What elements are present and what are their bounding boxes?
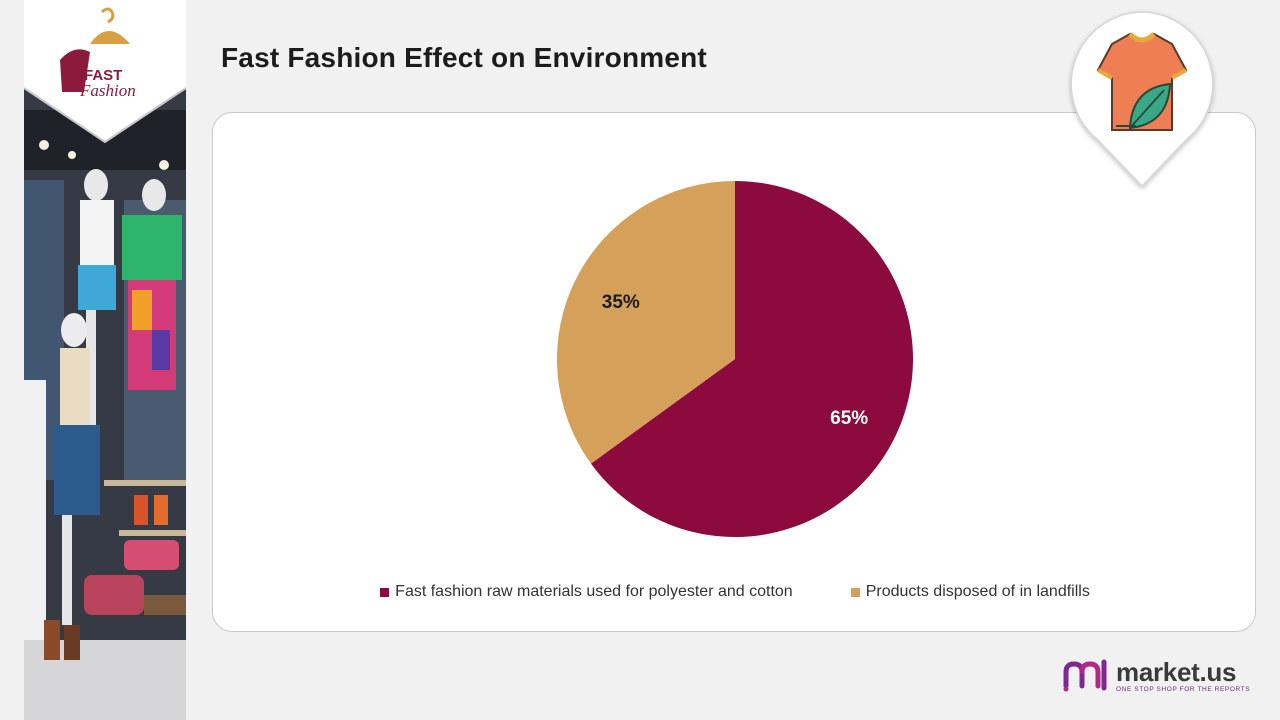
market-us-logo-icon <box>1063 659 1107 692</box>
pie-slice-1 <box>590 181 913 537</box>
pie-slice-2 <box>557 181 735 464</box>
page-title: Fast Fashion Effect on Environment <box>221 42 707 73</box>
logo-line1: FAST <box>84 67 122 84</box>
store-photo-panel: FAST Fashion <box>24 0 186 720</box>
legend-label: Products disposed of in landfills <box>865 583 1090 600</box>
hanger-icon <box>90 7 130 44</box>
brand-tagline: ONE STOP SHOP FOR THE REPORTS <box>1116 685 1251 693</box>
legend-label: Fast fashion raw materials used for poly… <box>395 583 793 600</box>
chart-legend: Fast fashion raw materials used for poly… <box>213 583 1257 601</box>
legend-item-2: Products disposed of in landfills <box>850 583 1090 601</box>
legend-item-1: Fast fashion raw materials used for poly… <box>380 583 793 601</box>
slice-label-2: 35% <box>602 292 640 313</box>
fast-fashion-logo: FAST Fashion <box>24 0 186 144</box>
logo-line2: Fashion <box>79 81 136 100</box>
brand-name: market.us <box>1116 656 1237 687</box>
chart-card: 65% 35% Fast fashion raw materials used f… <box>212 112 1256 632</box>
tshirt-leaf-icon <box>1070 11 1214 188</box>
brand-footer: market.us ONE STOP SHOP FOR THE REPORTS <box>1062 656 1262 696</box>
legend-swatch <box>850 587 860 597</box>
pie-chart: 65% 35% <box>557 181 913 537</box>
slice-label-1: 65% <box>830 408 868 429</box>
legend-swatch <box>380 587 390 597</box>
